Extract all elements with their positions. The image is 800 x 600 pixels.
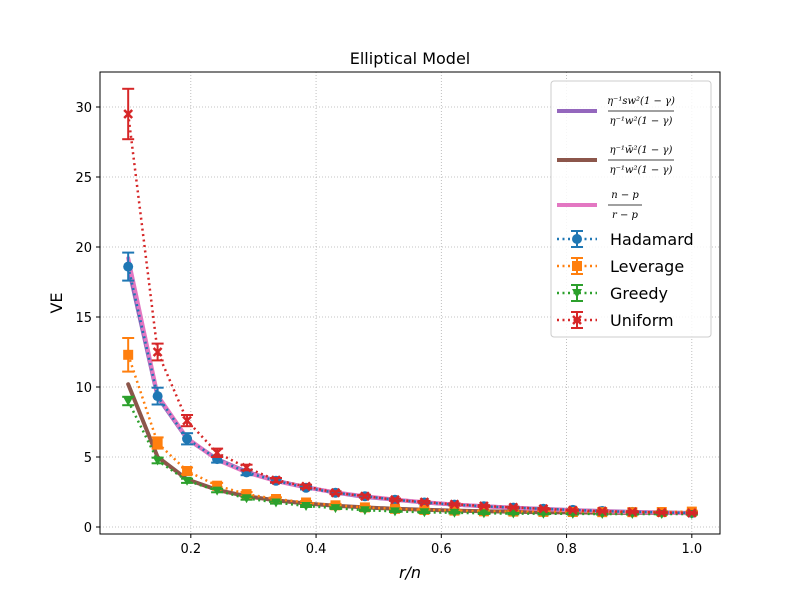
data-point xyxy=(270,498,281,508)
legend-label-num: η⁻¹w̄²(1 − γ) xyxy=(610,145,673,156)
data-point xyxy=(182,476,193,486)
series-leverage xyxy=(122,337,698,518)
data-point xyxy=(152,438,163,448)
series-line xyxy=(126,266,692,515)
data-point xyxy=(182,433,193,444)
legend-box xyxy=(550,80,712,338)
chart-title: Elliptical Model xyxy=(350,49,471,68)
legend-label: Leverage xyxy=(610,257,684,276)
data-point xyxy=(479,501,489,511)
y-tick-label: 20 xyxy=(75,241,92,256)
x-axis-label: r/n xyxy=(399,563,421,582)
data-point xyxy=(301,502,312,511)
series-line xyxy=(126,113,692,515)
data-point xyxy=(152,456,163,466)
x-tick-label: 1.0 xyxy=(681,542,702,557)
data-point xyxy=(301,481,311,492)
plot-frame xyxy=(99,71,721,535)
y-tick-label: 25 xyxy=(75,171,92,186)
data-point xyxy=(123,349,134,360)
x-tick-label: 0.6 xyxy=(431,542,452,557)
data-point xyxy=(656,507,667,518)
data-point xyxy=(686,508,697,518)
series-uniform xyxy=(122,87,698,518)
data-point xyxy=(330,504,341,514)
data-point xyxy=(478,509,489,519)
data-point xyxy=(123,261,134,272)
data-point xyxy=(508,502,519,513)
data-point xyxy=(152,347,163,357)
y-tick-label: 10 xyxy=(75,381,92,396)
data-point xyxy=(449,508,460,518)
y-tick-label: 15 xyxy=(75,311,92,326)
y-tick-label: 5 xyxy=(84,451,92,466)
legend-label-den: r − p xyxy=(612,210,639,221)
legend-marker xyxy=(572,289,582,298)
data-point xyxy=(152,391,163,402)
data-point xyxy=(241,494,252,504)
legend-marker xyxy=(572,315,582,325)
data-point xyxy=(212,486,223,496)
data-point xyxy=(182,415,192,426)
legend-marker xyxy=(572,234,582,244)
data-point xyxy=(212,480,223,491)
data-point xyxy=(508,509,519,519)
data-point xyxy=(359,506,370,516)
y-axis-label: VE xyxy=(47,292,66,313)
data-point xyxy=(241,489,252,500)
legend: η⁻¹sw²(1 − γ) η⁻¹w²(1 − γ) η⁻¹w̄²(1 − γ) η⁻… xyxy=(550,80,712,338)
data-point xyxy=(627,506,638,517)
data-point xyxy=(212,447,222,458)
data-point xyxy=(567,505,578,516)
data-point xyxy=(182,466,193,476)
legend-label-num: η⁻¹sw²(1 − γ) xyxy=(607,96,675,107)
x-tick-label: 0.4 xyxy=(306,542,327,557)
legend-label: Greedy xyxy=(610,284,668,303)
legend-marker xyxy=(572,261,582,271)
data-point xyxy=(449,499,460,510)
data-point xyxy=(389,507,400,517)
x-axis-ticks: 0.2 0.4 0.6 0.8 1.0 xyxy=(180,534,702,557)
data-point xyxy=(419,508,430,518)
data-point xyxy=(123,397,134,406)
data-point xyxy=(271,475,281,485)
x-tick-label: 0.2 xyxy=(180,542,201,557)
legend-label: Uniform xyxy=(610,311,674,330)
legend-label-num: n − p xyxy=(611,190,639,201)
data-point xyxy=(123,109,134,119)
data-point xyxy=(330,487,341,498)
data-point xyxy=(390,494,400,505)
legend-label-den: η⁻¹w²(1 − γ) xyxy=(610,165,673,176)
legend-label-den: η⁻¹w²(1 − γ) xyxy=(610,116,673,127)
data-point xyxy=(360,491,370,502)
legend-label: Hadamard xyxy=(610,230,694,249)
y-tick-label: 0 xyxy=(84,521,92,536)
data-series xyxy=(122,87,698,519)
y-axis-ticks: 0 5 10 15 20 25 30 xyxy=(75,101,100,536)
data-point xyxy=(419,497,430,507)
data-point xyxy=(241,462,252,473)
data-point xyxy=(597,506,608,517)
x-tick-label: 0.8 xyxy=(556,542,577,557)
y-tick-label: 30 xyxy=(75,101,92,116)
data-point xyxy=(538,503,549,514)
